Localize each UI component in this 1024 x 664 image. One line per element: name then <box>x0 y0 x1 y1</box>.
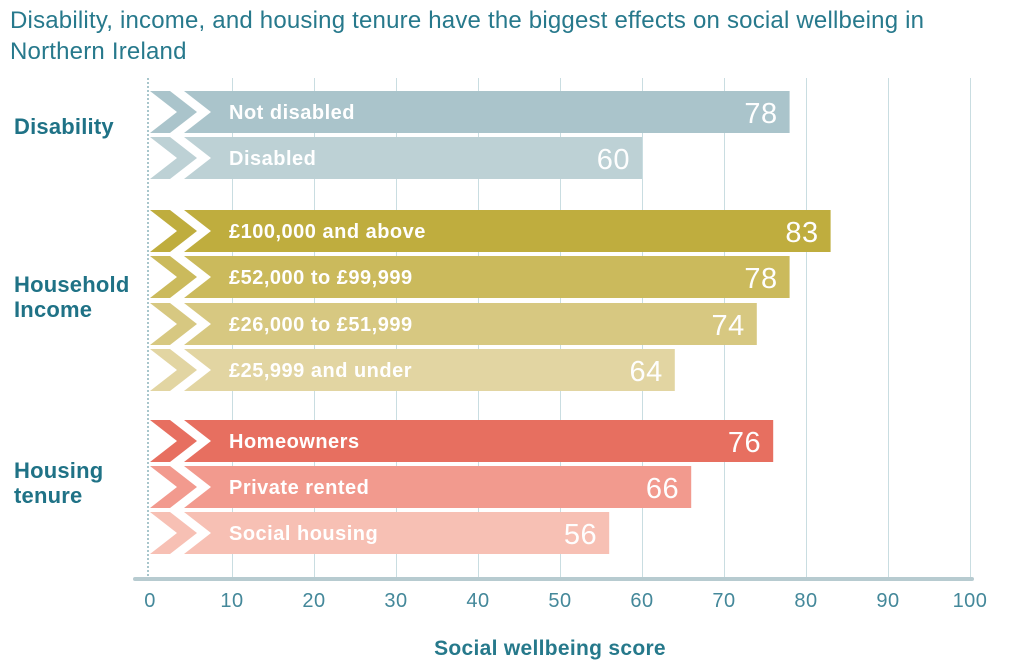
bar <box>184 512 610 554</box>
bar-value: 83 <box>785 217 818 249</box>
x-tick-label-100: 100 <box>952 590 988 612</box>
chart-title-line1: Disability, income, and housing tenure h… <box>10 7 925 34</box>
chevron-icon <box>150 256 197 298</box>
chevron-icon <box>150 303 197 345</box>
bar-label: Homeowners <box>229 431 360 453</box>
bar-label: £100,000 and above <box>229 221 426 243</box>
bar <box>184 137 642 179</box>
chevron-icon <box>150 512 197 554</box>
x-tick-label-80: 80 <box>794 590 818 612</box>
x-axis-line <box>133 577 974 581</box>
bar-label: Not disabled <box>229 102 355 124</box>
gridline-90 <box>888 78 889 578</box>
bar-label: Disabled <box>229 148 316 170</box>
bar <box>184 91 790 133</box>
group-label-disability: Disability <box>14 114 114 139</box>
bar-row--25-999-and-under: £25,999 and under 64 <box>150 349 675 391</box>
bar-row-social-housing: Social housing 56 <box>150 512 610 554</box>
bar-value: 74 <box>712 310 745 342</box>
x-tick-label-20: 20 <box>302 590 326 612</box>
x-tick-label-10: 10 <box>220 590 244 612</box>
bar-value: 76 <box>728 427 761 459</box>
bar-row--100-000-and-above: £100,000 and above 83 <box>150 210 831 252</box>
bar-row-disabled: Disabled 60 <box>150 137 642 179</box>
chart-title-line2: Northern Ireland <box>10 38 187 65</box>
bar <box>184 466 692 508</box>
bar-value: 78 <box>744 98 777 130</box>
chevron-icon <box>150 349 197 391</box>
bar <box>184 420 774 462</box>
group-label-household-income: Household Income <box>14 272 130 322</box>
bar-value: 78 <box>744 263 777 295</box>
bar-label: £25,999 and under <box>229 360 412 382</box>
bar-row-private-rented: Private rented 66 <box>150 466 692 508</box>
chevron-icon <box>150 210 197 252</box>
chevron-icon <box>150 466 197 508</box>
x-tick-label-40: 40 <box>466 590 490 612</box>
bar-label: £52,000 to £99,999 <box>229 267 413 289</box>
gridline-80 <box>806 78 807 578</box>
x-tick-label-30: 30 <box>384 590 408 612</box>
x-tick-label-50: 50 <box>548 590 572 612</box>
bar-value: 56 <box>564 519 597 551</box>
bar-row-not-disabled: Not disabled 78 <box>150 91 790 133</box>
bar-row--26-000-to-51-999: £26,000 to £51,999 74 <box>150 303 757 345</box>
chevron-icon <box>150 91 197 133</box>
x-tick-label-70: 70 <box>712 590 736 612</box>
bar-label: Private rented <box>229 477 369 499</box>
bar-label: Social housing <box>229 523 378 545</box>
x-axis-title: Social wellbeing score <box>434 637 666 660</box>
chevron-icon <box>150 137 197 179</box>
bar-row--52-000-to-99-999: £52,000 to £99,999 78 <box>150 256 790 298</box>
bar <box>184 349 675 391</box>
group-label-housing-tenure: Housing tenure <box>14 458 104 508</box>
bar-value: 66 <box>646 473 679 505</box>
chevron-icon <box>150 420 197 462</box>
x-tick-label-90: 90 <box>876 590 900 612</box>
bar-value: 64 <box>630 356 663 388</box>
x-tick-label-0: 0 <box>144 590 156 612</box>
bar <box>184 210 831 252</box>
chart-title: Disability, income, and housing tenure h… <box>10 5 1014 67</box>
bar <box>184 303 757 345</box>
axis-zero-gridline <box>147 78 149 580</box>
gridline-100 <box>970 78 971 578</box>
bar-label: £26,000 to £51,999 <box>229 314 413 336</box>
x-tick-label-60: 60 <box>630 590 654 612</box>
bar-row-homeowners: Homeowners 76 <box>150 420 774 462</box>
bar <box>184 256 790 298</box>
bar-value: 60 <box>597 144 630 176</box>
